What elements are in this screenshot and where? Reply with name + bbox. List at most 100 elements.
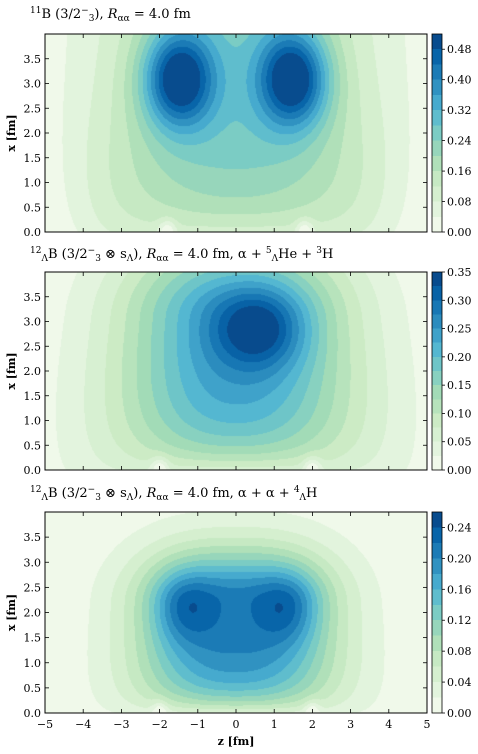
chart-title: 11B (3/2−3), Rαα = 4.0 fm xyxy=(30,6,191,24)
title-part: 5 xyxy=(266,246,272,256)
colorbar-tick-label: 0.00 xyxy=(447,464,472,477)
title-part: Λ xyxy=(40,493,48,503)
title-part: αα xyxy=(156,254,168,264)
title-part: = 4.0 fm, α + α + xyxy=(169,486,294,501)
y-tick-label: 2.5 xyxy=(24,581,42,594)
title-part: R xyxy=(107,7,118,22)
x-tick-label: −3 xyxy=(113,718,129,731)
y-tick-label: 2.5 xyxy=(24,102,42,115)
title-part: 12 xyxy=(30,485,41,495)
title-part: Λ xyxy=(126,254,134,264)
y-axis-label: x [fm] xyxy=(5,594,18,631)
y-tick-label: 1.5 xyxy=(24,390,42,403)
y-tick-label: 2.0 xyxy=(24,365,42,378)
y-tick-label: 0.0 xyxy=(24,707,42,720)
title-part: = 4.0 fm xyxy=(130,7,191,22)
y-tick-label: 0.5 xyxy=(24,439,42,452)
x-tick-label: −4 xyxy=(75,718,91,731)
title-part: = 4.0 fm, α + xyxy=(169,247,266,262)
title-part: Λ xyxy=(299,493,307,503)
colorbar-tick-label: 0.10 xyxy=(447,407,472,420)
colorbar-tick-label: 0.04 xyxy=(447,676,472,689)
title-part: B (3/2 xyxy=(48,247,88,262)
y-tick-label: 3.5 xyxy=(24,291,42,304)
title-part: 3 xyxy=(316,246,322,256)
colorbar-tick-label: 0.40 xyxy=(447,74,472,87)
y-tick-label: 3.0 xyxy=(24,78,42,91)
title-part: Λ xyxy=(126,493,134,503)
title-part: H xyxy=(306,486,317,501)
colorbar-tick-label: 0.05 xyxy=(447,436,472,449)
colorbar-tick-label: 0.12 xyxy=(447,614,472,627)
x-tick-label: 1 xyxy=(271,718,278,731)
title-part: B (3/2 xyxy=(41,7,81,22)
colorbar-tick-label: 0.08 xyxy=(447,196,472,209)
y-tick-label: 0.5 xyxy=(24,201,42,214)
y-axis-label: x [fm] xyxy=(5,352,18,389)
colorbar-tick-label: 0.32 xyxy=(447,104,472,117)
y-tick-label: 1.0 xyxy=(24,415,42,428)
y-tick-label: 1.5 xyxy=(24,152,42,165)
title-part: 12 xyxy=(30,246,41,256)
title-part: − xyxy=(88,246,96,256)
title-part: 3 xyxy=(95,254,101,264)
colorbar-tick-label: 0.20 xyxy=(447,552,472,565)
title-part: ), xyxy=(94,7,107,22)
x-tick-label: −1 xyxy=(190,718,206,731)
colorbar-tick-label: 0.16 xyxy=(447,583,472,596)
heatmap-image xyxy=(45,512,427,713)
y-axis-label: x [fm] xyxy=(5,114,18,151)
colorbar-tick-label: 0.25 xyxy=(447,323,472,336)
title-part: − xyxy=(81,6,89,16)
y-tick-label: 3.5 xyxy=(24,53,42,66)
title-part: R xyxy=(146,486,157,501)
colorbar-tick-label: 0.00 xyxy=(447,707,472,720)
colorbar-tick-label: 0.16 xyxy=(447,165,472,178)
title-part: Λ xyxy=(40,254,48,264)
y-tick-label: 3.5 xyxy=(24,531,42,544)
colorbar-tick-label: 0.15 xyxy=(447,379,472,392)
title-part: 3 xyxy=(89,14,95,24)
chart-title: 12ΛB (3/2−3 ⊗ sΛ), Rαα = 4.0 fm, α + α +… xyxy=(30,485,317,503)
colorbar-tick-label: 0.24 xyxy=(447,135,472,148)
title-part: ⊗ s xyxy=(101,247,127,262)
y-tick-label: 1.5 xyxy=(24,632,42,645)
y-tick-label: 0.0 xyxy=(24,464,42,477)
x-tick-label: 5 xyxy=(424,718,431,731)
title-part: R xyxy=(146,247,157,262)
x-tick-label: 3 xyxy=(347,718,354,731)
title-part: 4 xyxy=(294,485,300,495)
y-tick-label: 2.0 xyxy=(24,607,42,620)
y-tick-label: 3.0 xyxy=(24,556,42,569)
y-tick-label: 1.0 xyxy=(24,657,42,670)
title-part: 3 xyxy=(95,493,101,503)
title-part: 11 xyxy=(30,6,41,16)
heatmap-image xyxy=(45,272,427,470)
title-part: B (3/2 xyxy=(48,486,88,501)
title-part: ⊗ s xyxy=(101,486,127,501)
colorbar xyxy=(431,33,443,233)
colorbar xyxy=(431,511,443,714)
x-tick-label: 2 xyxy=(309,718,316,731)
y-tick-label: 2.0 xyxy=(24,127,42,140)
y-tick-label: 0.5 xyxy=(24,682,42,695)
title-part: ), xyxy=(133,486,146,501)
chart-title: 12ΛB (3/2−3 ⊗ sΛ), Rαα = 4.0 fm, α + 5ΛH… xyxy=(30,246,333,264)
colorbar xyxy=(431,271,443,471)
heatmap-image xyxy=(45,34,427,232)
x-tick-label: 0 xyxy=(233,718,240,731)
title-part: αα xyxy=(118,14,130,24)
colorbar-tick-label: 0.00 xyxy=(447,226,472,239)
title-part: He + xyxy=(278,247,316,262)
title-part: ), xyxy=(133,247,146,262)
panel-3: 0.0 0.5 1.0 1.5 2.0 2.5 3.0 3.5 −5 −4 −3 − 2 −1 0 1 2 3 4 5… xyxy=(5,485,472,748)
y-tick-label: 1.0 xyxy=(24,177,42,190)
x-axis-label: z [fm] xyxy=(218,735,255,748)
colorbar-tick-label: 0.24 xyxy=(447,521,472,534)
colorbar-tick-label: 0.08 xyxy=(447,645,472,658)
y-tick-label: 3.0 xyxy=(24,316,42,329)
y-tick-label: 2.5 xyxy=(24,340,42,353)
x-tick-label: −5 xyxy=(37,718,53,731)
title-part: − xyxy=(88,485,96,495)
